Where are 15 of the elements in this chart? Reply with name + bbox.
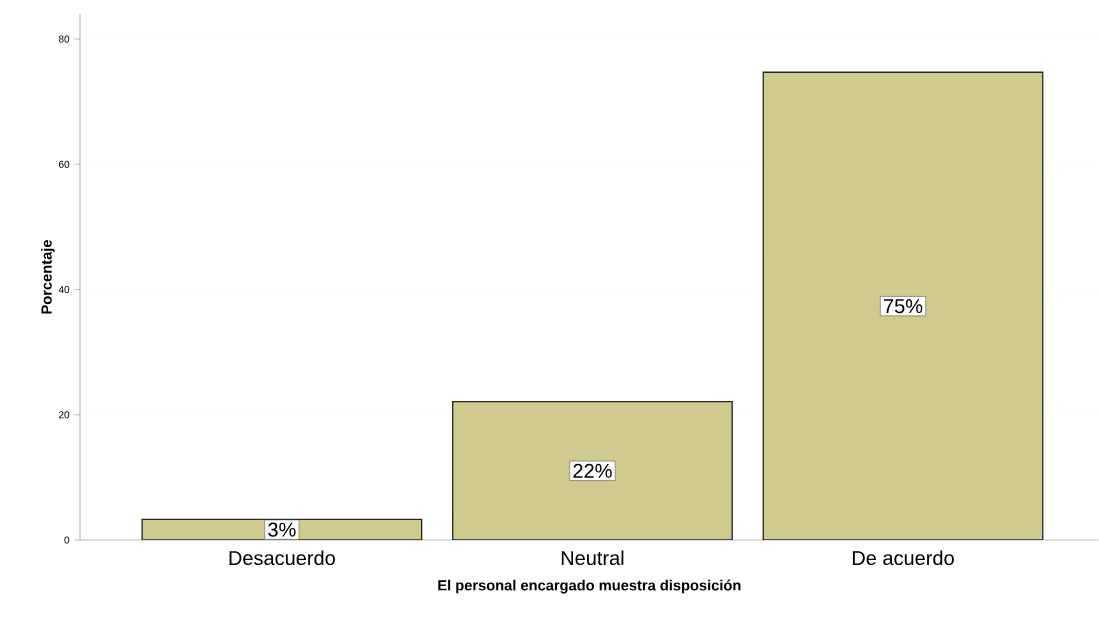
- y-axis-title: Porcentaje: [40, 240, 55, 314]
- y-tick-label: 20: [58, 411, 70, 419]
- x-axis-title: El personal encargado muestra disposición: [438, 579, 741, 594]
- y-tick-label: 80: [58, 35, 70, 43]
- y-tick-label: 40: [58, 285, 70, 294]
- bar: [452, 400, 733, 540]
- data-label: 22%: [573, 463, 612, 478]
- data-label: 3%: [268, 522, 296, 537]
- x-tick-label: De acuerdo: [852, 550, 954, 566]
- y-tick-label: 0: [64, 536, 70, 544]
- x-tick-label: Desacuerdo: [229, 550, 335, 566]
- data-label: 75%: [884, 299, 923, 314]
- bar: [762, 71, 1044, 540]
- y-tick-label: 60: [58, 160, 70, 168]
- x-tick-label: Neutral: [561, 550, 624, 566]
